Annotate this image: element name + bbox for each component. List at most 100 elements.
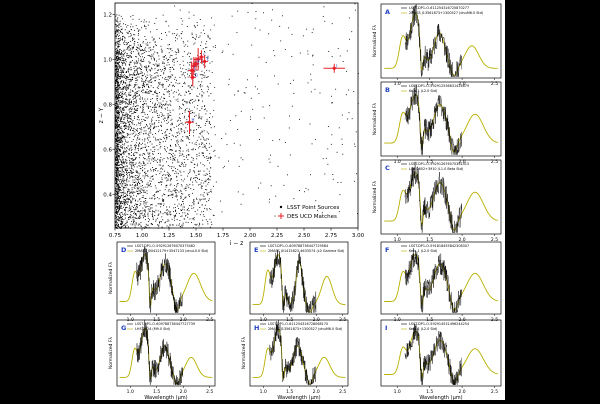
scatter-point xyxy=(309,123,311,125)
scatter-point xyxy=(177,161,179,163)
scatter-point xyxy=(115,63,117,64)
scatter-point xyxy=(192,98,194,100)
scatter-point xyxy=(146,190,148,192)
scatter-point xyxy=(115,119,117,121)
scatter-point xyxy=(134,94,136,96)
scatter-point xyxy=(131,171,133,173)
scatter-point xyxy=(121,135,123,137)
scatter-point xyxy=(186,101,188,103)
scatter-point xyxy=(184,122,186,124)
scatter-point xyxy=(168,93,170,95)
scatter-point xyxy=(154,73,156,75)
scatter-point xyxy=(125,225,126,227)
scatter-point xyxy=(163,59,165,60)
scatter-point xyxy=(187,110,189,112)
scatter-point xyxy=(199,178,201,180)
scatter-point xyxy=(116,68,118,70)
scatter-point xyxy=(136,208,137,210)
scatter-point xyxy=(148,85,149,87)
scatter-point xyxy=(214,126,215,128)
scatter-point xyxy=(137,95,139,97)
scatter-point xyxy=(117,30,119,32)
scatter-point xyxy=(283,184,285,186)
panel-frame xyxy=(249,319,349,387)
scatter-point xyxy=(169,153,171,155)
scatter-point xyxy=(124,201,126,203)
scatter-point xyxy=(188,111,190,113)
scatter-point xyxy=(138,29,139,31)
scatter-point xyxy=(127,56,129,58)
scatter-point xyxy=(131,176,133,178)
scatter-point xyxy=(186,155,188,157)
scatter-point xyxy=(116,74,118,76)
scatter-point xyxy=(132,179,134,181)
scatter-point xyxy=(118,200,120,202)
scatter-point xyxy=(165,57,167,59)
scatter-point xyxy=(158,181,160,183)
scatter-point xyxy=(117,103,119,105)
scatter-point xyxy=(209,179,211,181)
scatter-point xyxy=(117,179,119,181)
scatter-point xyxy=(149,80,151,82)
scatter-point xyxy=(154,126,156,128)
scatter-point xyxy=(123,136,124,137)
scatter-point xyxy=(123,213,125,215)
scatter-point xyxy=(122,188,124,190)
scatter-point xyxy=(153,150,155,152)
scatter-point xyxy=(136,72,138,74)
scatter-point xyxy=(123,153,125,155)
scatter-point xyxy=(202,155,204,157)
scatter-point xyxy=(191,84,193,86)
scatter-point xyxy=(115,156,117,158)
scatter-point xyxy=(307,50,309,52)
scatter-point xyxy=(255,11,257,12)
scatter-point xyxy=(172,157,174,159)
scatter-point xyxy=(120,190,122,192)
scatter-point xyxy=(119,139,121,141)
scatter-point xyxy=(154,159,156,161)
scatter-point xyxy=(127,25,129,26)
scatter-point xyxy=(193,199,195,201)
scatter-point xyxy=(213,185,214,187)
scatter-point xyxy=(172,74,174,76)
panel-frame xyxy=(380,241,502,315)
scatter-point xyxy=(173,158,175,160)
scatter-point xyxy=(178,50,180,52)
scatter-point xyxy=(199,207,201,208)
scatter-point xyxy=(128,75,130,77)
scatter-point xyxy=(142,104,143,106)
scatter-point xyxy=(117,124,119,125)
scatter-point xyxy=(139,87,141,89)
observed-spectrum-H xyxy=(269,320,317,386)
scatter-point xyxy=(118,193,120,195)
scatter-point xyxy=(190,99,191,101)
scatter-point xyxy=(128,124,130,126)
scatter-point xyxy=(122,59,124,61)
scatter-point xyxy=(125,44,127,46)
scatter-point xyxy=(115,217,117,219)
scatter-point xyxy=(139,154,141,156)
scatter-point xyxy=(284,142,286,143)
scatter-point xyxy=(157,52,159,54)
scatter-point xyxy=(143,21,145,23)
scatter-point xyxy=(130,171,132,173)
scatter-point xyxy=(151,216,153,218)
scatter-point xyxy=(135,147,137,149)
scatter-point xyxy=(210,221,212,223)
scatter-point xyxy=(199,85,201,87)
scatter-point xyxy=(183,42,185,44)
scatter-point xyxy=(153,125,155,127)
scatter-point xyxy=(115,148,117,150)
scatter-point xyxy=(210,29,212,31)
scatter-point xyxy=(323,6,325,8)
scatter-point xyxy=(132,91,134,92)
scatter-point xyxy=(117,44,119,46)
scatter-point xyxy=(117,92,119,94)
scatter-point xyxy=(127,114,129,116)
scatter-point xyxy=(188,17,190,19)
scatter-point xyxy=(141,120,143,122)
scatter-point xyxy=(214,134,216,136)
scatter-point xyxy=(124,161,126,163)
scatter-point xyxy=(175,136,177,138)
scatter-point xyxy=(154,51,156,53)
